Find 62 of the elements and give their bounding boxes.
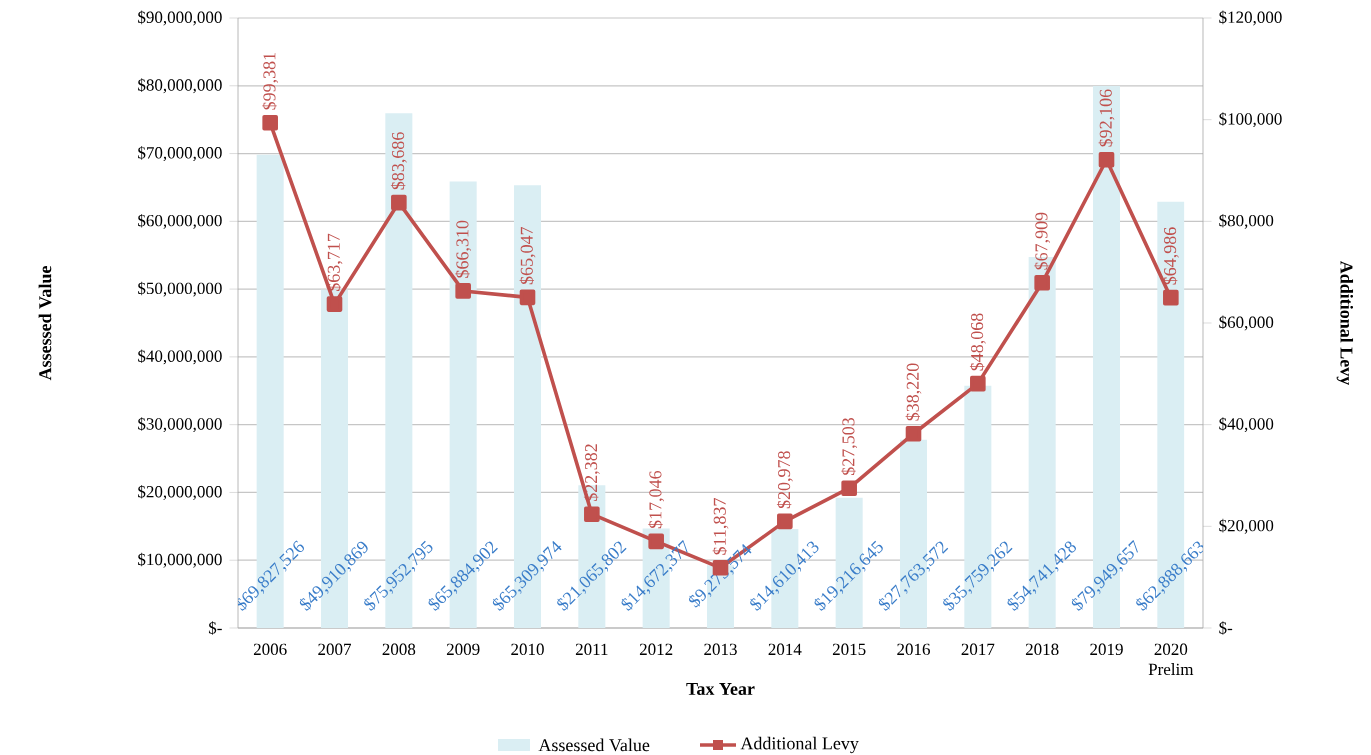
y-tick-label: $10,000,000: [138, 552, 222, 568]
point: [391, 194, 407, 211]
x-tick-label: 2012: [639, 643, 673, 656]
point: [584, 506, 600, 523]
data-label: $99,381: [262, 52, 279, 110]
point: [519, 289, 536, 306]
x-tick-label: 2017: [961, 643, 995, 656]
y-tick-label: $40,000,000: [138, 349, 222, 365]
x-tick-label: 2013: [704, 643, 737, 656]
point: [1163, 289, 1179, 306]
y2-tick-label: $80,000: [1219, 213, 1274, 229]
legend-label: Assessed Value: [538, 738, 650, 752]
point: [326, 296, 343, 312]
point: [905, 425, 922, 442]
y2-tick-label: $100,000: [1219, 112, 1282, 128]
y-tick-label: $80,000,000: [138, 78, 222, 94]
x-tick-label: 2014: [768, 643, 802, 656]
data-label: $17,046: [648, 470, 665, 529]
x-tick-label: 2008: [382, 643, 416, 656]
y-tick-label: $30,000,000: [138, 417, 222, 433]
data-label: $92,106: [1098, 89, 1115, 147]
y-tick-label: $-: [208, 621, 222, 635]
y-tick-label: $70,000,000: [138, 146, 222, 162]
x-tick-label: 2007: [318, 643, 352, 656]
data-label: $27,503: [841, 417, 858, 475]
point: [262, 115, 278, 131]
data-label: $65,047: [519, 226, 536, 285]
x-tick-label: 2011: [575, 643, 608, 656]
y-tick-label: $90,000,000: [138, 10, 222, 26]
x-tick-label: 2009: [446, 643, 480, 656]
data-label: $66,310: [455, 220, 472, 278]
data-label: $20,978: [776, 451, 793, 509]
point: [1098, 151, 1115, 168]
x-axis-title: Tax Year: [686, 683, 755, 695]
legend-label: Additional Levy: [740, 736, 859, 754]
data-label: $48,068: [969, 313, 986, 371]
y2-tick-label: $120,000: [1219, 10, 1282, 26]
y-tick-label: $50,000,000: [138, 281, 222, 297]
point: [841, 480, 857, 496]
x-tick-label: 2006: [253, 643, 287, 656]
y2-tick-label: $40,000: [1219, 417, 1274, 433]
point: [777, 513, 793, 530]
data-label: $83,686: [390, 132, 407, 190]
x-tick-label: 2016: [897, 643, 930, 656]
y-axis-title: Assessed Value: [38, 266, 52, 381]
x-tick-label: 2019: [1090, 643, 1123, 656]
point: [455, 283, 471, 299]
y2-tick-label: $-: [1219, 621, 1233, 635]
x-tick-label: 2020 Prelim: [1148, 643, 1194, 676]
y-tick-label: $20,000,000: [138, 484, 222, 500]
data-label: $64,986: [1162, 227, 1179, 285]
y2-tick-label: $60,000: [1219, 315, 1274, 331]
data-label: $67,909: [1034, 212, 1051, 270]
y-tick-label: $60,000,000: [138, 213, 222, 229]
x-tick-label: 2015: [832, 643, 866, 656]
point: [1034, 274, 1050, 291]
y2-tick-label: $20,000: [1219, 518, 1274, 534]
x-tick-label: 2018: [1025, 643, 1059, 656]
point: [970, 375, 986, 392]
x-tick-label: 2010: [511, 643, 544, 656]
data-label: $38,220: [905, 363, 922, 421]
y2-axis-title: Additional Levy: [1336, 260, 1354, 386]
